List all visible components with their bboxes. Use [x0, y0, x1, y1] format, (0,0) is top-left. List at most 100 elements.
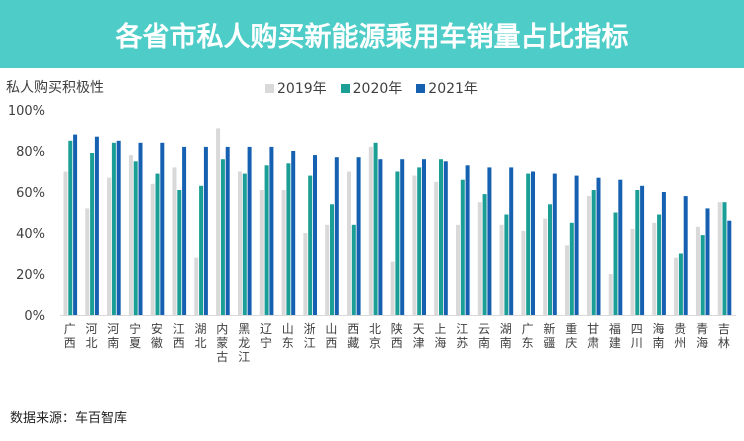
- bar-2021: [443, 161, 448, 316]
- bar-2019: [150, 183, 155, 315]
- bar-2021: [291, 151, 296, 315]
- bar-2021: [203, 146, 208, 315]
- y-tick-label: 80%: [16, 145, 45, 160]
- x-tick-label: 山东: [282, 322, 294, 350]
- bar-2019: [325, 224, 330, 315]
- bar-2021: [422, 159, 426, 315]
- bar-2021: [313, 155, 317, 315]
- x-tick-label: 青海: [696, 322, 708, 350]
- bar-2019: [281, 190, 286, 315]
- bar-2020: [569, 222, 574, 316]
- bar-2021: [705, 208, 710, 315]
- bar-2021: [182, 146, 187, 315]
- bar-2020: [133, 161, 138, 316]
- legend-label-2021: 2021年: [428, 81, 478, 97]
- bar-2020: [700, 235, 705, 315]
- x-tick-label: 湖南: [500, 321, 512, 350]
- bar-2019: [565, 245, 569, 315]
- bar-2019: [608, 274, 613, 315]
- bar-2021: [618, 179, 623, 315]
- bar-2019: [434, 181, 439, 316]
- bar-2019: [499, 224, 504, 315]
- bar-2020: [90, 153, 95, 315]
- legend-swatch-2021: [416, 83, 426, 93]
- bar-2020: [330, 204, 334, 315]
- bar-2019: [477, 202, 482, 315]
- bar-2020: [678, 253, 683, 315]
- legend: 2019年 2020年 2021年: [265, 78, 478, 98]
- bar-2021: [160, 142, 165, 315]
- bar-2020: [635, 190, 640, 315]
- bar-2020: [657, 214, 662, 315]
- legend-item-2020: 2020年: [340, 78, 403, 98]
- bar-2021: [683, 196, 688, 315]
- y-axis-label: 私人购买积极性: [6, 80, 104, 96]
- bar-2019: [412, 175, 417, 315]
- bar-2020: [504, 214, 509, 315]
- bar-2020: [591, 190, 596, 315]
- x-tick-label: 陕西: [391, 321, 403, 350]
- x-tick-label: 四川: [631, 322, 643, 350]
- bar-2021: [334, 157, 339, 315]
- bar-2019: [172, 167, 177, 315]
- x-tick-label: 黑龙江: [238, 322, 250, 364]
- bar-2020: [220, 159, 225, 315]
- x-tick-label: 河南: [107, 322, 119, 350]
- x-tick-label: 新疆: [543, 321, 555, 350]
- bar-2020: [417, 167, 422, 315]
- bar-2021: [727, 220, 732, 315]
- bar-2020: [242, 173, 247, 315]
- bar-2019: [63, 171, 68, 315]
- bar-2021: [269, 146, 274, 315]
- x-tick-label: 吉林: [718, 322, 730, 350]
- x-tick-label: 甘肃: [587, 322, 599, 350]
- bar-2021: [356, 157, 361, 315]
- bar-2021: [574, 175, 579, 315]
- bar-2020: [264, 165, 269, 315]
- x-tick-label: 广东: [522, 322, 534, 350]
- bar-2019: [259, 190, 264, 315]
- bar-2020: [722, 202, 727, 315]
- bar-2019: [390, 261, 395, 315]
- bar-2021: [661, 192, 666, 315]
- bar-2020: [68, 140, 73, 316]
- bar-2020: [308, 175, 313, 315]
- legend-swatch-2019: [265, 83, 274, 93]
- bar-2019: [85, 208, 90, 315]
- x-tick-label: 上海: [434, 322, 446, 350]
- legend-item-2019: 2019年: [265, 78, 327, 98]
- bar-2021: [94, 136, 99, 315]
- bar-2021: [400, 159, 405, 315]
- bar-2019: [347, 171, 351, 315]
- bar-2020: [155, 173, 160, 315]
- bar-2020: [177, 190, 182, 315]
- x-tick-label: 辽宁: [260, 322, 272, 350]
- bar-2020: [482, 194, 487, 315]
- bar-2019: [695, 226, 700, 315]
- x-tick-label: 海南: [652, 321, 664, 350]
- x-tick-label: 宁夏: [129, 321, 141, 350]
- bar-2021: [531, 171, 535, 315]
- bar-2019: [652, 222, 657, 316]
- y-tick-label: 60%: [16, 186, 45, 201]
- bar-2021: [378, 159, 383, 315]
- chart-title: 各省市私人购买新能源乘用车销量占比指标: [115, 21, 629, 53]
- bar-2020: [111, 142, 116, 315]
- bar-2020: [613, 212, 618, 315]
- bar-2019: [194, 257, 199, 315]
- bar-2019: [586, 196, 591, 315]
- bar-2020: [548, 204, 552, 315]
- bar-2020: [286, 163, 291, 315]
- x-tick-label: 河北: [85, 322, 97, 350]
- x-tick-label: 浙江: [304, 322, 316, 350]
- bar-2019: [128, 155, 133, 315]
- y-tick-label: 40%: [16, 227, 45, 242]
- legend-label-2020: 2020年: [352, 81, 403, 97]
- bar-2021: [509, 167, 514, 315]
- x-tick-label: 北京: [369, 322, 381, 350]
- x-tick-label: 天津: [413, 322, 425, 350]
- bar-2019: [216, 128, 221, 315]
- bar-2019: [630, 228, 635, 315]
- legend-label-2019: 2019年: [277, 81, 327, 97]
- y-tick-label: 0%: [24, 309, 45, 324]
